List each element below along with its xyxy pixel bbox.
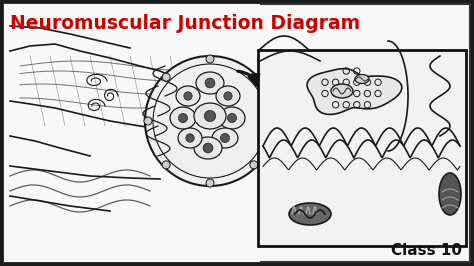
Bar bbox=[4, 4, 260, 262]
Ellipse shape bbox=[196, 72, 224, 94]
Circle shape bbox=[162, 73, 170, 81]
Text: Neuromuscular Junction Diagram: Neuromuscular Junction Diagram bbox=[10, 14, 360, 33]
Ellipse shape bbox=[289, 203, 331, 225]
Ellipse shape bbox=[219, 107, 245, 129]
Circle shape bbox=[178, 114, 188, 123]
Circle shape bbox=[220, 134, 229, 143]
Ellipse shape bbox=[194, 137, 222, 159]
Ellipse shape bbox=[176, 86, 200, 106]
Circle shape bbox=[205, 78, 215, 88]
Circle shape bbox=[224, 92, 232, 100]
Ellipse shape bbox=[216, 86, 240, 106]
Circle shape bbox=[204, 110, 216, 122]
Circle shape bbox=[144, 117, 152, 125]
Ellipse shape bbox=[170, 107, 196, 129]
Ellipse shape bbox=[194, 103, 226, 129]
Circle shape bbox=[206, 179, 214, 187]
Circle shape bbox=[250, 73, 258, 81]
Circle shape bbox=[162, 161, 170, 169]
Circle shape bbox=[250, 161, 258, 169]
Ellipse shape bbox=[355, 74, 369, 84]
Bar bbox=[258, 50, 466, 246]
Circle shape bbox=[228, 114, 237, 123]
Circle shape bbox=[203, 143, 213, 153]
Circle shape bbox=[184, 92, 192, 100]
Circle shape bbox=[268, 117, 276, 125]
Polygon shape bbox=[307, 69, 402, 114]
Circle shape bbox=[186, 134, 194, 142]
Ellipse shape bbox=[178, 128, 202, 148]
Ellipse shape bbox=[439, 173, 461, 215]
Circle shape bbox=[206, 55, 214, 63]
Circle shape bbox=[145, 56, 275, 186]
Text: Class 10: Class 10 bbox=[391, 243, 462, 258]
Ellipse shape bbox=[331, 84, 353, 98]
Ellipse shape bbox=[212, 128, 238, 148]
